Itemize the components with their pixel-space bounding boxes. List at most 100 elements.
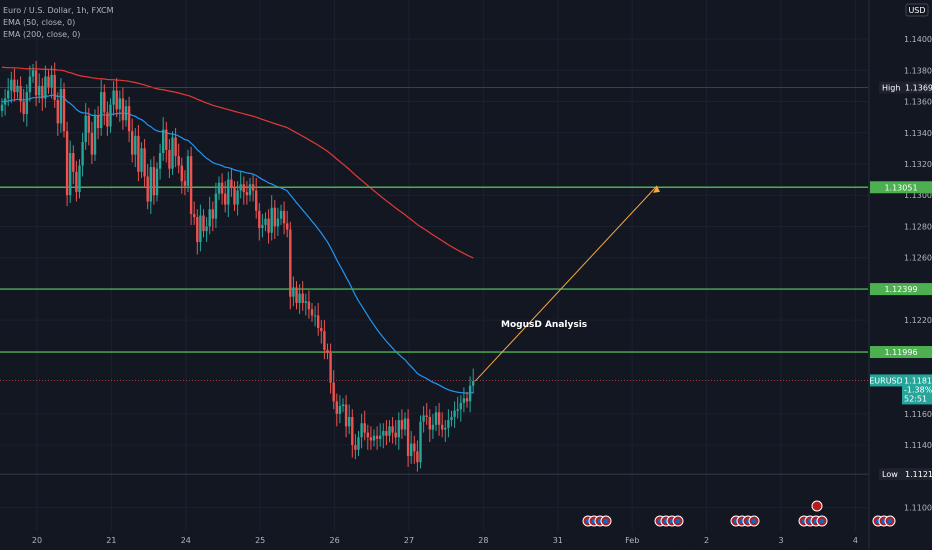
candle-body <box>205 226 208 232</box>
candle-body <box>320 327 323 332</box>
projection-arrow[interactable] <box>474 185 660 382</box>
candle-body <box>270 207 273 233</box>
event-flag-icon-inner <box>751 518 757 524</box>
candle-body <box>453 410 456 417</box>
candle-body <box>93 115 97 155</box>
candle-body <box>434 412 438 425</box>
candle-body <box>202 215 205 232</box>
price-tick-label: 1.11000 <box>904 504 932 513</box>
candle-body <box>87 115 90 133</box>
candle-body <box>295 287 298 303</box>
candle-body <box>279 210 283 219</box>
price-tick-label: 1.14000 <box>904 35 932 44</box>
candle-body <box>193 213 196 218</box>
date-tick-label: 26 <box>330 536 340 545</box>
candle-body <box>233 187 236 205</box>
candle-body <box>56 99 59 124</box>
candle-body <box>214 193 218 219</box>
ema200-path <box>1 66 474 259</box>
candle-body <box>10 79 13 91</box>
candle-body <box>112 90 115 105</box>
candle-body <box>450 416 453 421</box>
time-axis[interactable]: 20 21 24 25 26 27 28 31 Feb 2 3 4 <box>32 536 858 545</box>
candle-body <box>131 131 134 155</box>
candle-body <box>375 435 379 439</box>
candle-body <box>366 432 369 438</box>
candles[interactable] <box>0 60 475 472</box>
date-tick-label: 2 <box>704 536 709 545</box>
currency-badge-box[interactable] <box>905 3 929 17</box>
high-low-label: Low <box>882 470 898 479</box>
current-countdown: 52:51 <box>904 394 927 403</box>
current-price: 1.11814 <box>904 376 932 385</box>
candle-body <box>251 184 255 191</box>
price-tick-label: 1.11600 <box>904 410 932 419</box>
candle-body <box>7 90 10 99</box>
event-markers[interactable] <box>582 500 896 527</box>
price-levels[interactable] <box>0 87 868 475</box>
candle-body <box>239 184 242 191</box>
candle-body <box>413 443 416 452</box>
candle-body <box>341 404 345 407</box>
candle-body <box>394 432 397 438</box>
symbol-legend[interactable]: Euro / U.S. Dollar, 1h, FXCM <box>3 6 114 15</box>
candle-body <box>137 135 140 172</box>
candle-body <box>267 218 270 233</box>
candle-body <box>360 423 363 438</box>
candle-body <box>25 92 28 115</box>
candle-body <box>50 74 53 88</box>
candle-body <box>344 404 348 427</box>
event-flag-icon-inner <box>603 518 609 524</box>
candle-body <box>127 106 131 132</box>
candle-body <box>255 190 258 211</box>
candle-body <box>242 184 245 193</box>
candle-body <box>338 406 342 414</box>
candle-body <box>13 79 16 93</box>
candle-body <box>379 435 382 439</box>
candle-body <box>72 153 75 172</box>
candle-body <box>41 85 44 99</box>
candle-body <box>189 156 193 214</box>
candle-body <box>220 182 224 194</box>
event-flag-icon-inner <box>675 518 681 524</box>
candle-body <box>437 412 441 425</box>
candle-body <box>276 218 280 227</box>
level-badge <box>870 346 932 359</box>
high-low-badge <box>879 468 932 481</box>
candle-body <box>230 179 233 188</box>
candle-body <box>428 416 431 430</box>
candle-body <box>106 112 109 127</box>
candle-body <box>208 209 211 227</box>
ema200-legend[interactable]: EMA (200, close, 0) <box>3 30 80 39</box>
analysis-annotation[interactable]: MogusD Analysis <box>501 320 587 330</box>
candle-body <box>211 209 214 219</box>
high-low-value: 1.13690 <box>905 83 932 92</box>
candle-body <box>227 179 230 205</box>
candle-body <box>248 184 252 196</box>
candle-body <box>171 137 174 169</box>
candle-body <box>462 398 466 403</box>
candle-body <box>292 287 295 297</box>
event-flag-icon-inner <box>887 518 893 524</box>
candle-body <box>391 426 394 433</box>
candle-body <box>372 435 376 441</box>
candle-body <box>140 148 143 172</box>
candle-body <box>96 115 100 129</box>
candle-body <box>400 420 404 430</box>
candle-body <box>65 131 69 196</box>
candle-body <box>196 217 199 243</box>
ema200-line <box>1 66 474 259</box>
date-tick-label: Feb <box>625 536 639 545</box>
candle-body <box>134 135 137 155</box>
price-tick-label: 1.13800 <box>904 66 932 75</box>
time-axis-border <box>0 530 932 550</box>
candle-body <box>351 416 354 446</box>
candle-body <box>158 153 162 169</box>
current-symbol: EURUSD <box>869 376 903 385</box>
candle-body <box>59 89 63 124</box>
ema50-legend[interactable]: EMA (50, close, 0) <box>3 18 75 27</box>
level-badge <box>870 283 932 296</box>
ema50-path <box>1 94 474 394</box>
candle-body <box>217 182 221 194</box>
